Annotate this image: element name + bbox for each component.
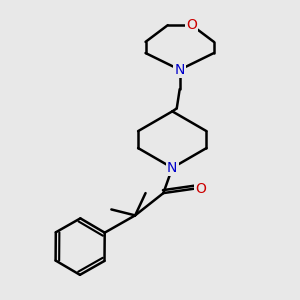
Text: O: O (195, 182, 206, 196)
Text: O: O (186, 18, 197, 32)
Text: N: N (175, 63, 185, 77)
Text: N: N (167, 161, 178, 175)
